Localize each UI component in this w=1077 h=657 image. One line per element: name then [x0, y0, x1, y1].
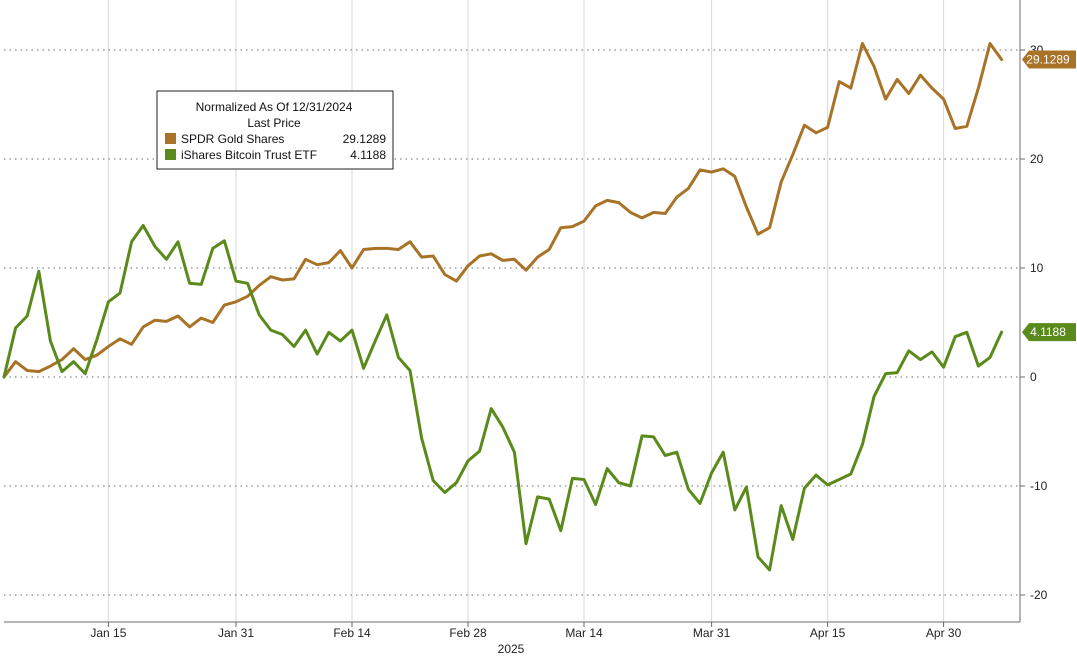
x-tick-label: Apr 30 — [926, 626, 962, 640]
x-tick-label: Feb 14 — [333, 626, 371, 640]
y-tick-label: -10 — [1030, 479, 1048, 493]
x-tick-label: Mar 14 — [565, 626, 603, 640]
last-value-tags: 29.1289 4.1188 — [1022, 50, 1076, 342]
legend-value-bitcoin: 4.1188 — [350, 148, 386, 162]
last-value-tag-label: 4.1188 — [1030, 325, 1066, 339]
series-line-gold — [2, 42, 1004, 379]
legend-swatch-bitcoin — [165, 149, 176, 160]
x-tick-label: Mar 31 — [693, 626, 731, 640]
x-tick-label: Jan 15 — [90, 626, 126, 640]
legend-swatch-gold — [165, 133, 176, 144]
last-value-tag-label: 29.1289 — [1026, 52, 1070, 66]
y-tick-label: -20 — [1030, 588, 1048, 602]
legend-label-gold: SPDR Gold Shares — [181, 132, 284, 146]
series-lines — [2, 42, 1004, 572]
horizontal-gridlines — [4, 49, 1020, 596]
y-tick-label: 20 — [1030, 152, 1044, 166]
y-tick-label: 0 — [1030, 370, 1037, 384]
series-line-bitcoin — [2, 224, 1004, 572]
legend-value-gold: 29.1289 — [343, 132, 387, 146]
legend: Normalized As Of 12/31/2024 Last Price S… — [156, 90, 394, 170]
x-tick-label: Feb 28 — [449, 626, 487, 640]
last-value-tag-bitcoin: 4.1188 — [1022, 323, 1076, 342]
x-year-label: 2025 — [498, 642, 525, 656]
last-value-tag-bg — [1022, 50, 1076, 69]
x-tick-label: Jan 31 — [218, 626, 254, 640]
legend-title: Normalized As Of 12/31/2024 — [196, 100, 353, 114]
last-value-tag-bg — [1022, 323, 1076, 342]
legend-box — [156, 90, 394, 170]
last-value-tag-gold: 29.1289 — [1022, 50, 1076, 69]
x-tick-label: Apr 15 — [810, 626, 846, 640]
y-tick-label: 10 — [1030, 261, 1044, 275]
legend-subtitle: Last Price — [247, 116, 301, 130]
legend-label-bitcoin: iShares Bitcoin Trust ETF — [181, 148, 317, 162]
axes: Jan 15 Jan 31 Feb 14 Feb 28 Mar 14 Mar 31 Apr … — [4, 0, 1048, 656]
